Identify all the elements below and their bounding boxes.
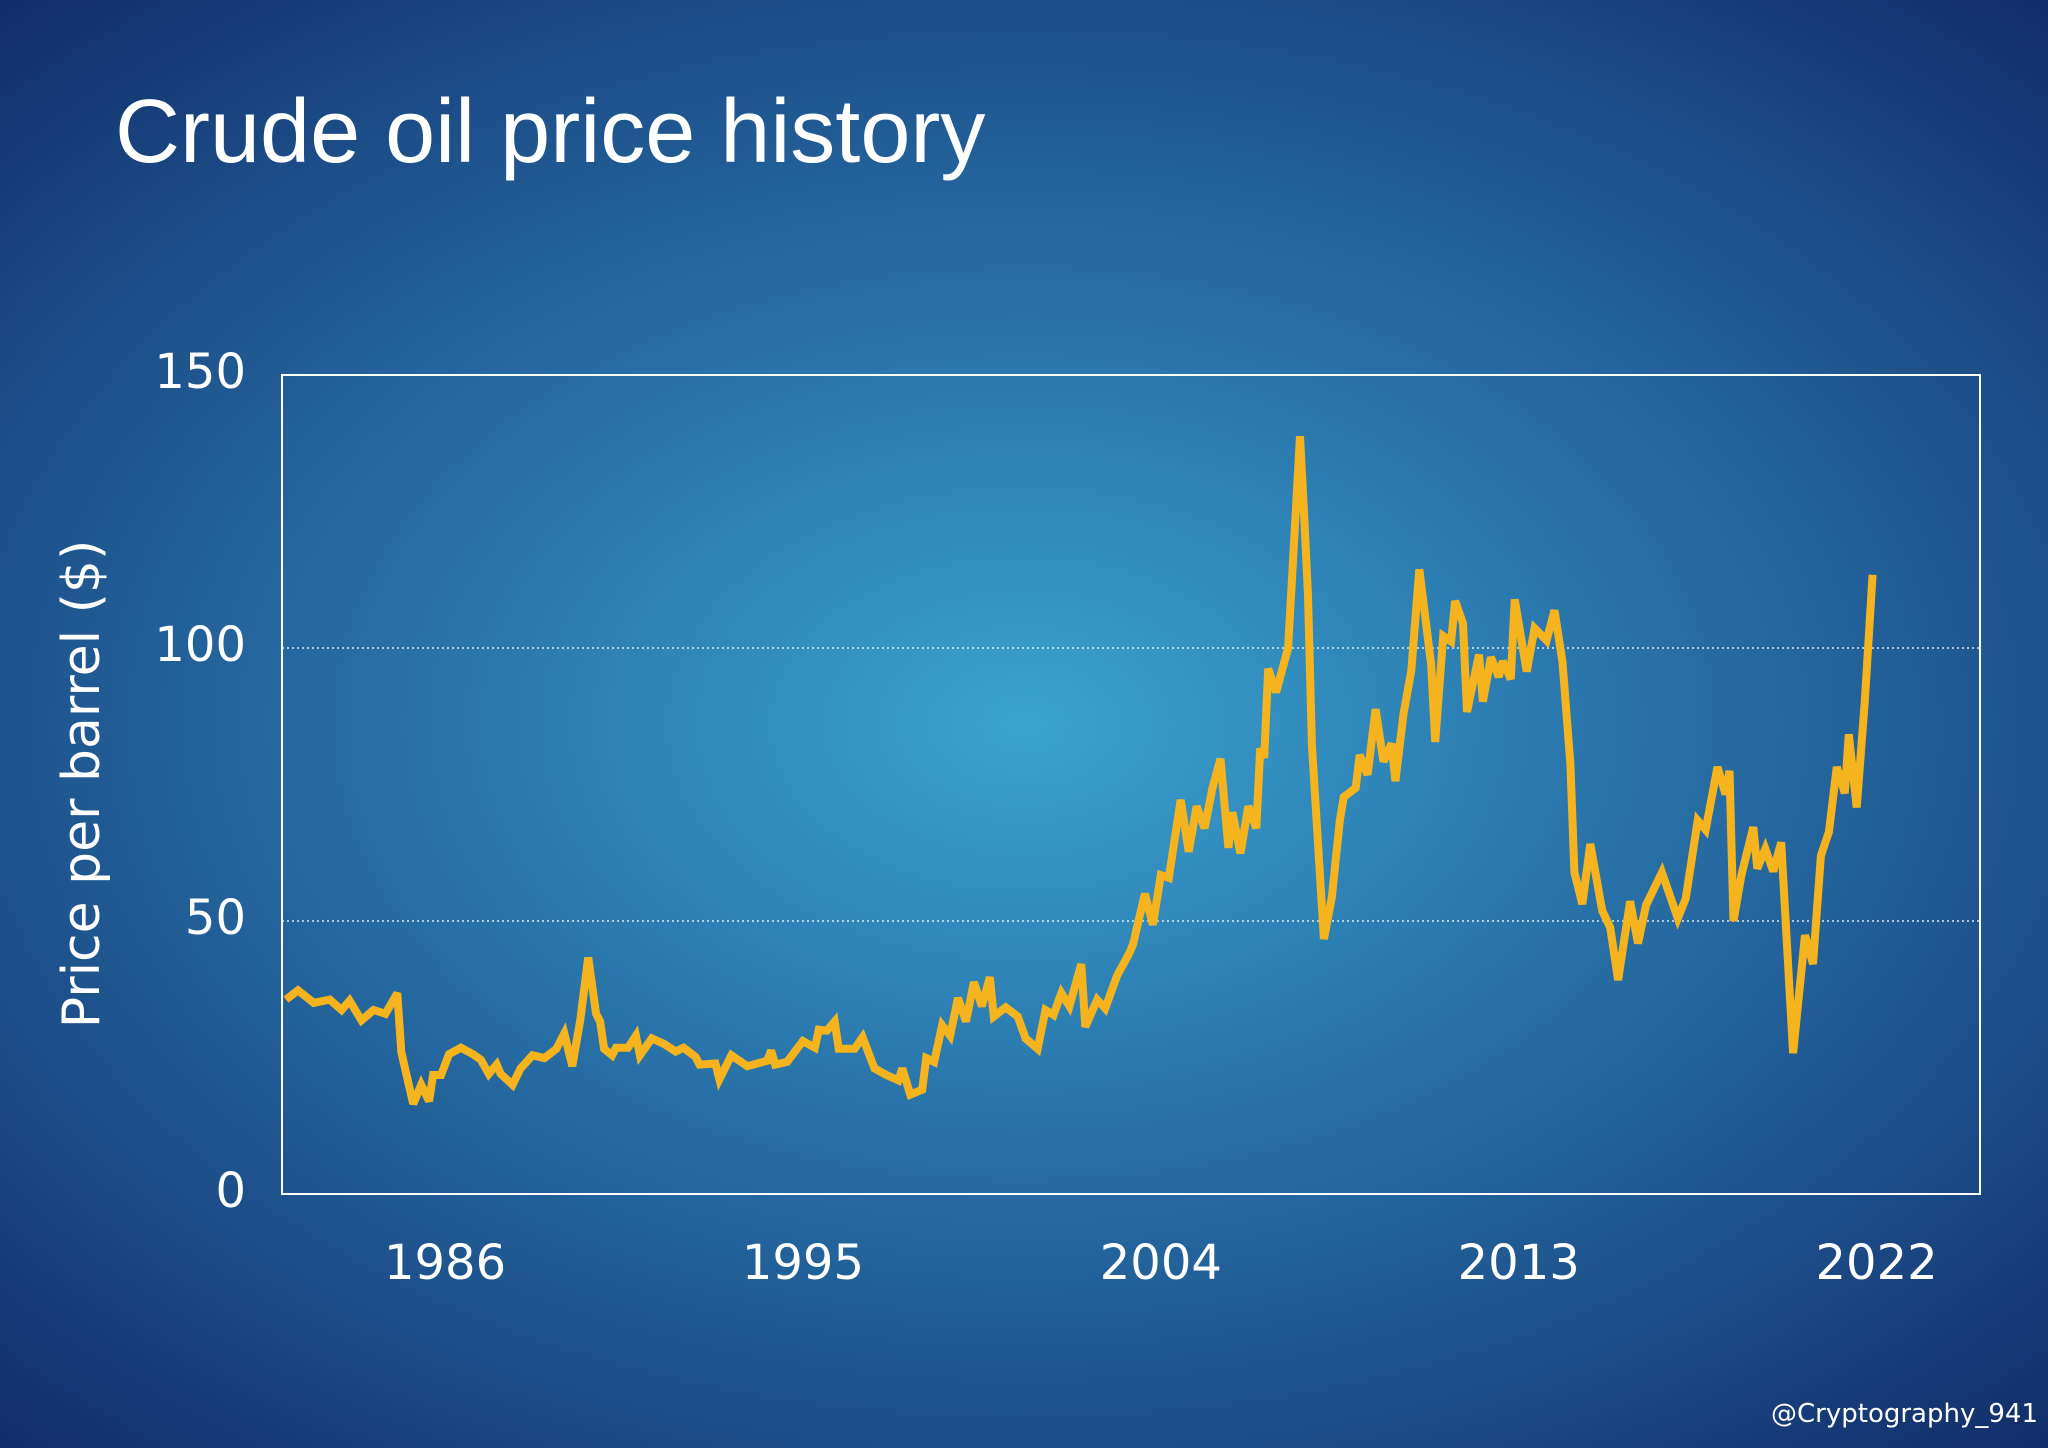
x-tick-label: 1986 (384, 1235, 506, 1291)
x-tick-label: 2013 (1458, 1235, 1580, 1291)
y-tick-label: 0 (215, 1163, 246, 1219)
y-axis-label: Price per barrel ($) (52, 540, 112, 1029)
plot-frame (281, 374, 1981, 1195)
watermark: @Cryptography_941 (1771, 1399, 2038, 1429)
price-line (283, 435, 1877, 1106)
x-tick-label: 2022 (1816, 1235, 1938, 1291)
chart-title: Crude oil price history (115, 82, 985, 182)
x-tick-label: 1995 (742, 1235, 864, 1291)
y-tick-label: 150 (154, 344, 246, 400)
x-tick-label: 2004 (1100, 1235, 1222, 1291)
y-tick-label: 50 (185, 890, 246, 946)
y-tick-label: 100 (154, 617, 246, 673)
